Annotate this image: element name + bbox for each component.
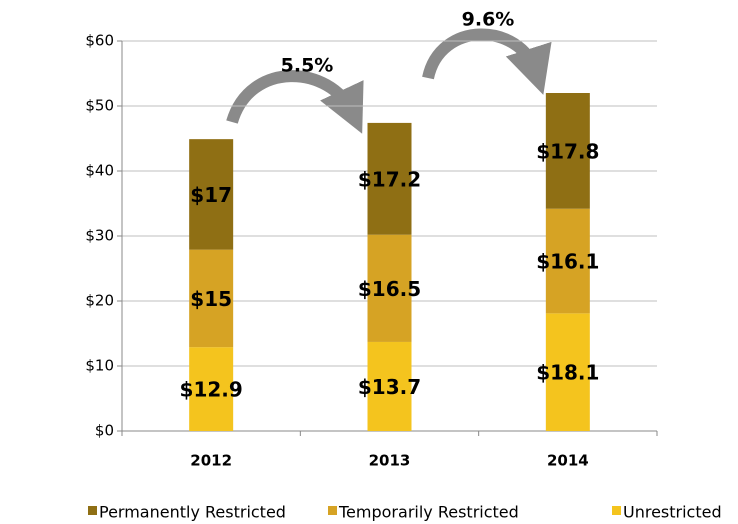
legend-label: Permanently Restricted (99, 503, 286, 522)
bar-segment (189, 139, 234, 250)
y-tick-label: $60 (85, 32, 114, 50)
y-tick-label: $40 (85, 162, 114, 180)
value-label: $17 (190, 183, 232, 207)
bar-segment (367, 234, 412, 342)
legend-label: Unrestricted (623, 503, 722, 522)
value-label: $16.5 (358, 277, 421, 301)
bar-segment (367, 122, 412, 235)
x-tick-label: 2012 (190, 452, 232, 470)
bar-segment (189, 249, 234, 348)
growth-label: 9.6% (462, 9, 515, 31)
value-label: $12.9 (180, 378, 243, 402)
value-label: $15 (190, 287, 232, 311)
value-label: $16.1 (536, 250, 599, 274)
x-tick-label: 2014 (547, 452, 589, 470)
legend-swatch (612, 506, 621, 515)
legend-swatch (88, 506, 97, 515)
bar-segment (189, 347, 234, 431)
value-label: $17.8 (536, 139, 599, 163)
legend-swatch (328, 506, 337, 515)
growth-arrow (422, 28, 552, 95)
x-tick-label: 2013 (369, 452, 411, 470)
y-tick-label: $20 (85, 292, 114, 310)
value-label: $18.1 (536, 361, 599, 385)
growth-arrow (226, 70, 364, 134)
value-label: $13.7 (358, 375, 421, 399)
y-tick-label: $50 (85, 97, 114, 115)
y-tick-label: $0 (95, 422, 114, 440)
growth-label: 5.5% (281, 55, 334, 77)
y-tick-label: $10 (85, 357, 114, 375)
bar-segment (545, 208, 590, 314)
y-tick-label: $30 (85, 227, 114, 245)
bar-segment (545, 93, 590, 209)
bar-segment (545, 313, 590, 431)
legend-label: Temporarily Restricted (338, 503, 519, 522)
bar-segment (367, 341, 412, 431)
value-label: $17.2 (358, 167, 421, 191)
